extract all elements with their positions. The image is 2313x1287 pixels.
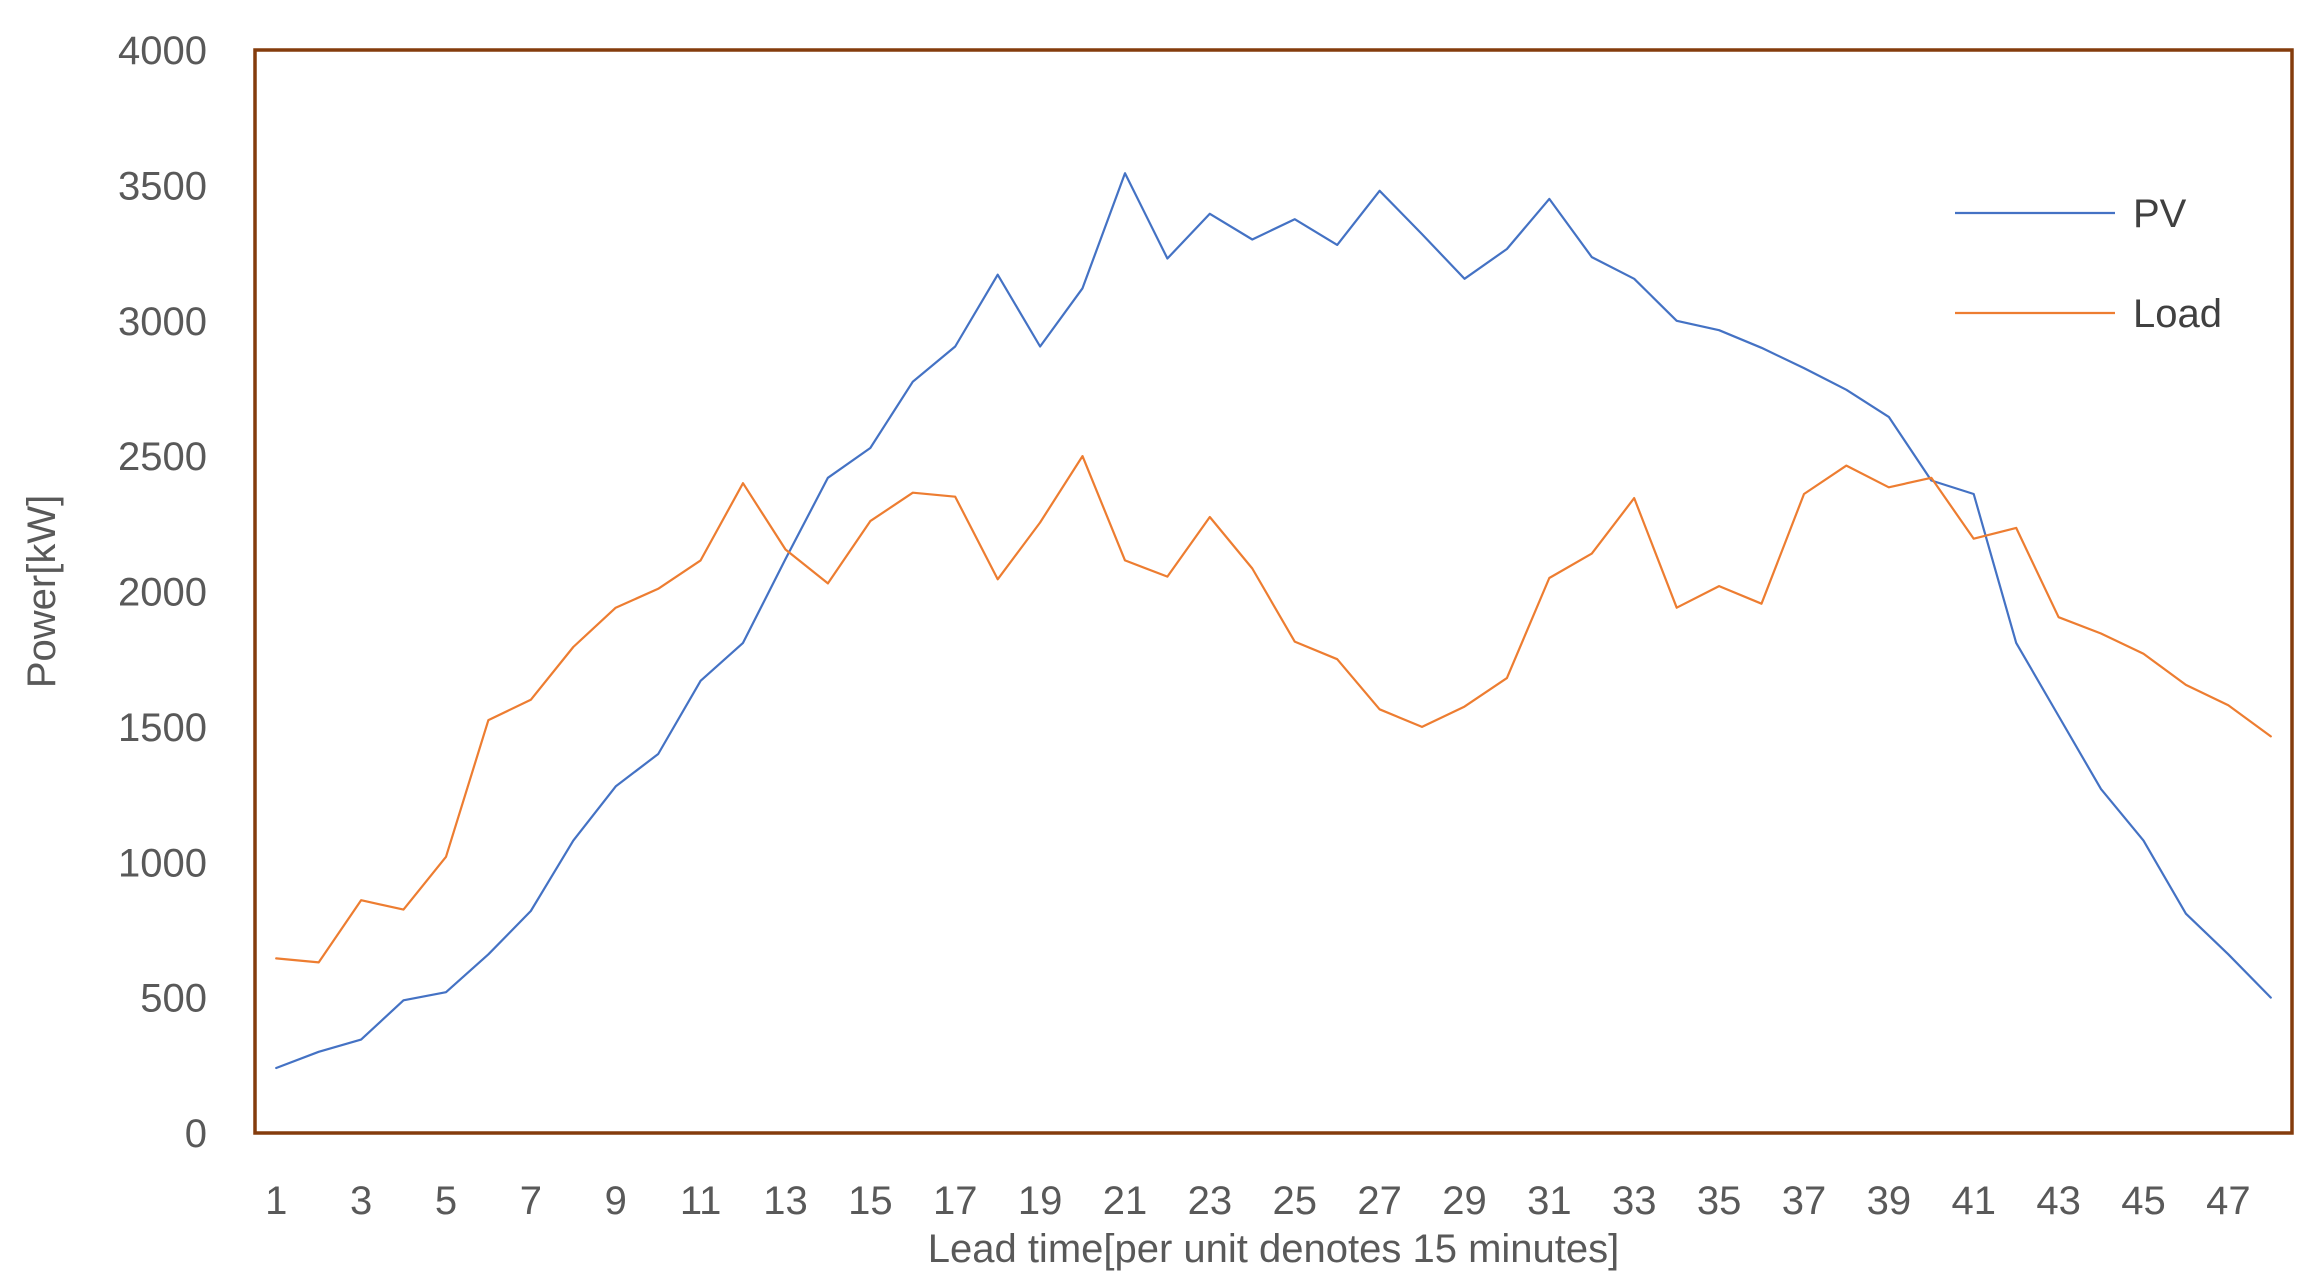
y-axis-title: Power[kW] xyxy=(20,495,64,688)
x-tick-label: 31 xyxy=(1527,1179,1572,1223)
x-tick-label: 37 xyxy=(1782,1179,1827,1223)
x-tick-label: 29 xyxy=(1442,1179,1487,1223)
y-axis-ticks: 0 500 1000 1500 2000 2500 3000 3500 4000 xyxy=(118,29,207,1156)
y-tick-label: 1500 xyxy=(118,706,207,750)
x-tick-label: 23 xyxy=(1188,1179,1233,1223)
y-tick-label: 4000 xyxy=(118,29,207,73)
y-tick-label: 2500 xyxy=(118,435,207,479)
x-tick-label: 39 xyxy=(1867,1179,1912,1223)
x-tick-label: 3 xyxy=(350,1179,372,1223)
x-tick-label: 7 xyxy=(520,1179,542,1223)
y-tick-label: 500 xyxy=(140,977,207,1021)
series-lines xyxy=(275,172,2272,1070)
x-tick-label: 33 xyxy=(1612,1179,1657,1223)
x-tick-label: 15 xyxy=(848,1179,893,1223)
x-tick-label: 21 xyxy=(1103,1179,1148,1223)
legend: PV Load xyxy=(1955,192,2222,336)
x-axis-title: Lead time[per unit denotes 15 minutes] xyxy=(928,1227,1620,1271)
x-tick-label: 43 xyxy=(2036,1179,2081,1223)
y-tick-label: 0 xyxy=(185,1112,207,1156)
x-tick-label: 11 xyxy=(680,1179,722,1223)
x-tick-label: 13 xyxy=(763,1179,808,1223)
x-tick-label: 1 xyxy=(265,1179,287,1223)
series-line-pv xyxy=(275,172,2272,1070)
legend-label-load: Load xyxy=(2133,292,2222,336)
y-tick-label: 1000 xyxy=(118,841,207,885)
x-tick-label: 45 xyxy=(2121,1179,2166,1223)
plot-frame xyxy=(253,48,2294,1135)
x-tick-label: 5 xyxy=(435,1179,457,1223)
x-tick-label: 35 xyxy=(1697,1179,1742,1223)
legend-label-pv: PV xyxy=(2133,192,2187,236)
x-tick-label: 47 xyxy=(2206,1179,2251,1223)
y-tick-label: 3000 xyxy=(118,300,207,344)
x-tick-label: 25 xyxy=(1272,1179,1317,1223)
x-tick-label: 19 xyxy=(1018,1179,1063,1223)
y-tick-label: 3500 xyxy=(118,164,207,208)
series-line-load xyxy=(275,455,2272,964)
x-tick-label: 9 xyxy=(605,1179,627,1223)
x-axis-ticks: 1 3 5 7 9 11 13 15 17 19 21 23 25 27 29 31 33 35 37 39 41 43 4… xyxy=(265,1179,2251,1223)
x-tick-label: 41 xyxy=(1951,1179,1996,1223)
y-tick-label: 2000 xyxy=(118,571,207,615)
x-tick-label: 27 xyxy=(1357,1179,1402,1223)
x-tick-label: 17 xyxy=(933,1179,978,1223)
